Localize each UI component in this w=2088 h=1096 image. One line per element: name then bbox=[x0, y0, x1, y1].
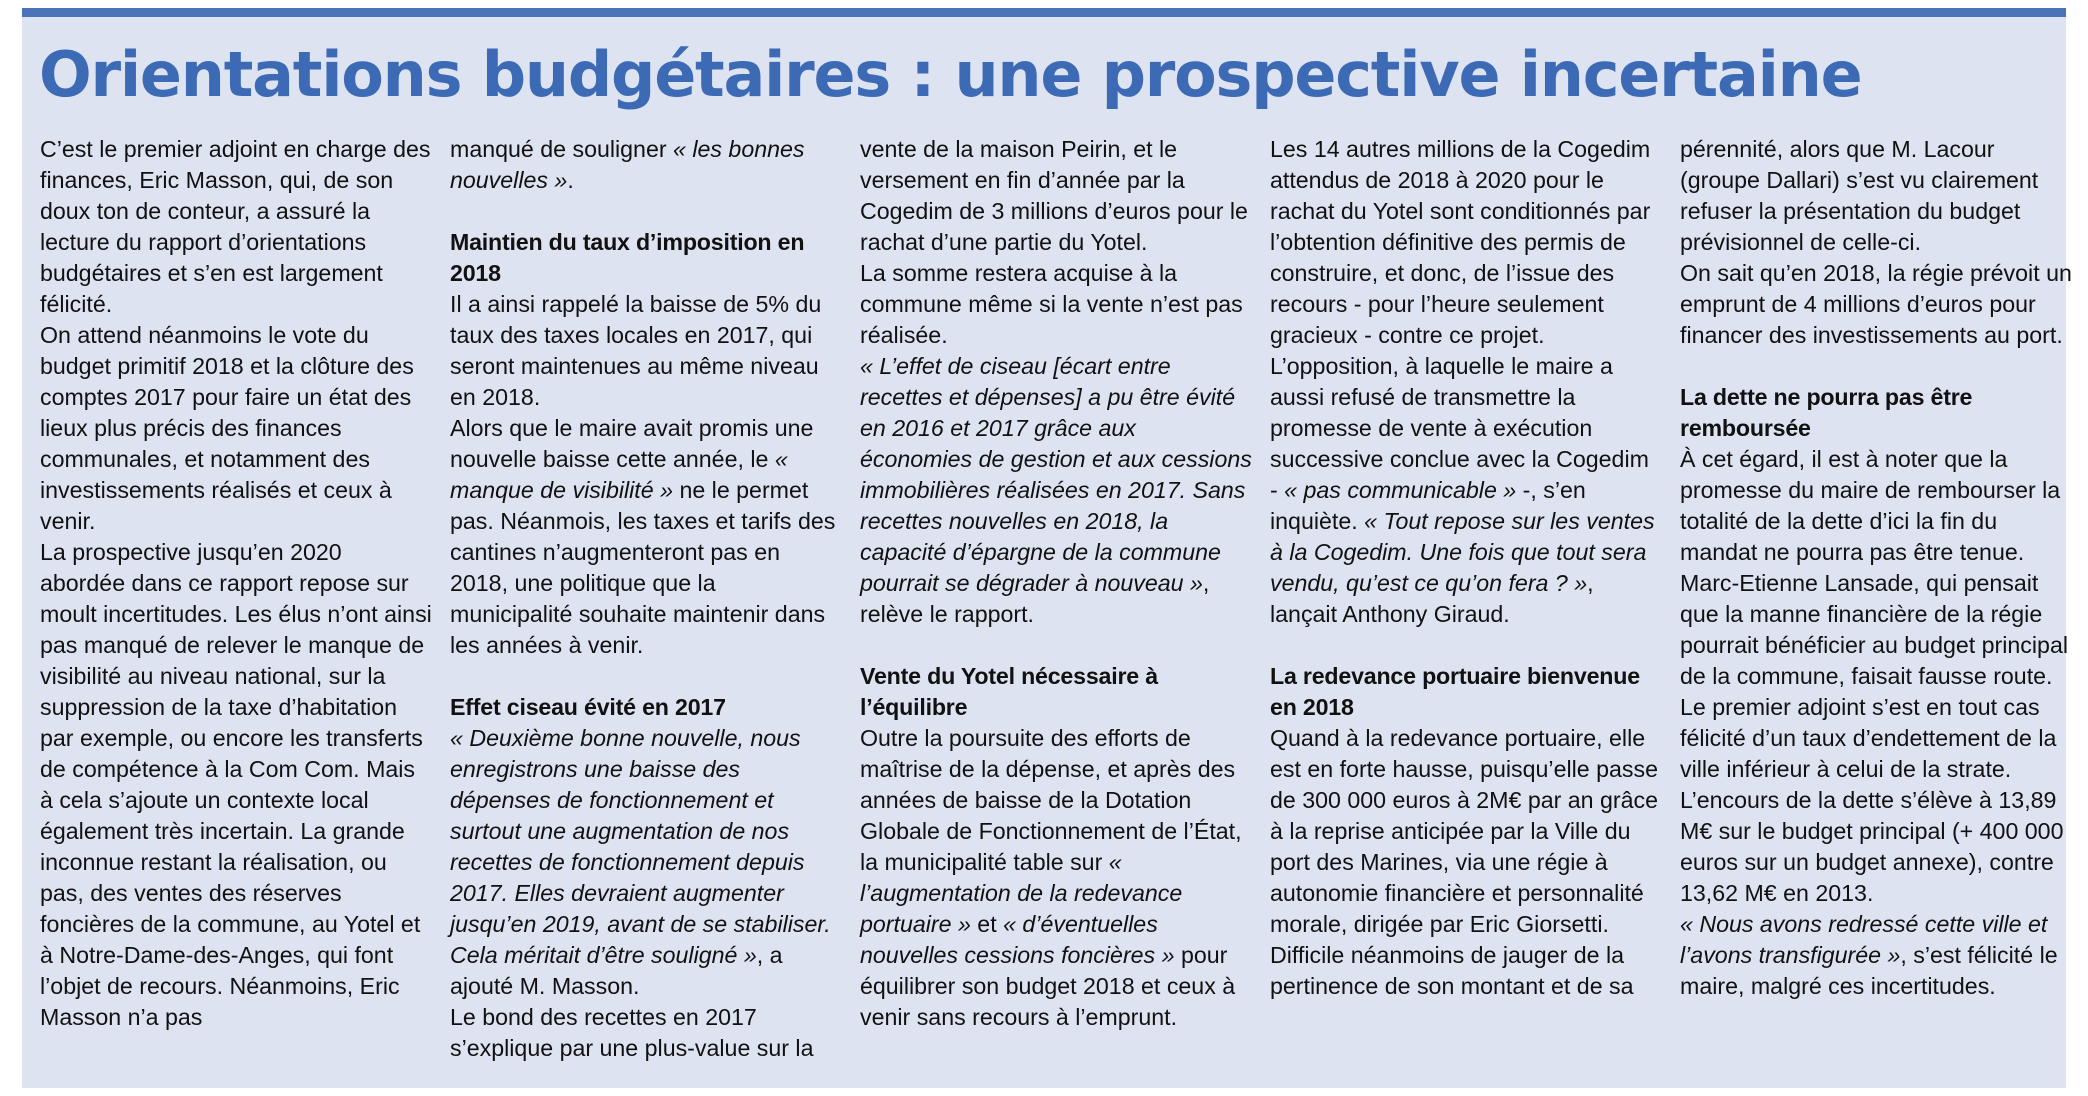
paragraph: À cet égard, il est à noter que la prome… bbox=[1680, 444, 2072, 692]
paragraph: La prospective jusqu’en 2020 abordée dan… bbox=[40, 537, 432, 1033]
body-text: L’opposition, à laquelle le maire a auss… bbox=[1270, 353, 1649, 503]
body-text: pérennité, alors que M. Lacour (groupe D… bbox=[1680, 136, 2039, 255]
paragraph: Difficile néanmoins de jauger de la pert… bbox=[1270, 940, 1662, 1002]
body-text: manqué de souligner bbox=[450, 136, 674, 162]
body-text: On attend néanmoins le vote du budget pr… bbox=[40, 322, 414, 534]
article: Orientations budgétaires : une prospecti… bbox=[22, 8, 2072, 1088]
body-text: Le premier adjoint s’est en tout cas fél… bbox=[1680, 694, 2064, 906]
subheading: Vente du Yotel nécessaire à l’équilibre bbox=[860, 663, 1158, 720]
paragraph: « Deuxième bonne nouvelle, nous enregist… bbox=[450, 723, 842, 1002]
body-text: À cet égard, il est à noter que la prome… bbox=[1680, 446, 2068, 689]
body-text: La prospective jusqu’en 2020 abordée dan… bbox=[40, 539, 432, 1030]
column-2: manqué de souligner « les bonnes nouvell… bbox=[450, 134, 842, 1064]
headline: Orientations budgétaires : une prospecti… bbox=[39, 38, 1863, 111]
body-text: vente de la maison Peirin, et le verseme… bbox=[860, 136, 1248, 255]
paragraph: On sait qu’en 2018, la régie prévoit un … bbox=[1680, 258, 2072, 351]
quote-text: « d’éventuelles nouvelles cessions fonci… bbox=[860, 911, 1175, 968]
paragraph: C’est le premier adjoint en charge des f… bbox=[40, 134, 432, 320]
paragraph: Outre la poursuite des efforts de maîtri… bbox=[860, 723, 1252, 1033]
body-text: et bbox=[970, 911, 1004, 937]
body-text: Outre la poursuite des efforts de maîtri… bbox=[860, 725, 1242, 875]
body-text: , s’est félicité le maire, malgré ces in… bbox=[1680, 942, 2058, 999]
paragraph: manqué de souligner « les bonnes nouvell… bbox=[450, 134, 842, 196]
column-4: Les 14 autres millions de la Cogedim att… bbox=[1270, 134, 1662, 1002]
body-text: C’est le premier adjoint en charge des f… bbox=[40, 136, 431, 317]
body-text: Difficile néanmoins de jauger de la pert… bbox=[1270, 942, 1634, 999]
quote-text: « L’effet de ciseau [écart entre recette… bbox=[860, 353, 1252, 596]
body-text: Il a ainsi rappelé la baisse de 5% du ta… bbox=[450, 291, 822, 410]
paragraph: Le premier adjoint s’est en tout cas fél… bbox=[1680, 692, 2072, 909]
quote-text: « Deuxième bonne nouvelle, nous enregist… bbox=[450, 725, 831, 968]
column-3: vente de la maison Peirin, et le verseme… bbox=[860, 134, 1252, 1033]
quote-text: « les bonnes nouvelles » bbox=[450, 136, 805, 193]
body-text: , a ajouté M. Masson. bbox=[450, 942, 783, 999]
body-text: -, s’en inquiète. bbox=[1270, 477, 1586, 534]
quote-text: « manque de visibilité » bbox=[450, 446, 788, 503]
top-rule bbox=[22, 8, 2066, 17]
paragraph: Les 14 autres millions de la Cogedim att… bbox=[1270, 134, 1662, 351]
body-text: Alors que le maire avait promis une nouv… bbox=[450, 415, 814, 472]
body-text: , relève le rapport. bbox=[860, 570, 1210, 627]
quote-text: « pas communicable » bbox=[1284, 477, 1517, 503]
quote-text: « Nous avons redressé cette ville et l’a… bbox=[1680, 911, 2048, 968]
column-5: pérennité, alors que M. Lacour (groupe D… bbox=[1680, 134, 2072, 1002]
paragraph: « L’effet de ciseau [écart entre recette… bbox=[860, 351, 1252, 630]
body-text: . bbox=[567, 167, 574, 193]
paragraph: « Nous avons redressé cette ville et l’a… bbox=[1680, 909, 2072, 1002]
column-1: C’est le premier adjoint en charge des f… bbox=[40, 134, 432, 1033]
paragraph: Il a ainsi rappelé la baisse de 5% du ta… bbox=[450, 289, 842, 413]
subheading: Effet ciseau évité en 2017 bbox=[450, 694, 726, 720]
body-text: Quand à la redevance portuaire, elle est… bbox=[1270, 725, 1659, 937]
body-text: , lançait Anthony Giraud. bbox=[1270, 570, 1594, 627]
paragraph: vente de la maison Peirin, et le verseme… bbox=[860, 134, 1252, 258]
paragraph: Le bond des recettes en 2017 s’explique … bbox=[450, 1002, 842, 1064]
body-text: Les 14 autres millions de la Cogedim att… bbox=[1270, 136, 1651, 348]
body-text: La somme restera acquise à la commune mê… bbox=[860, 260, 1243, 348]
quote-text: « Tout repose sur les ventes à la Cogedi… bbox=[1270, 508, 1655, 596]
body-text: Le bond des recettes en 2017 s’explique … bbox=[450, 1004, 814, 1061]
paragraph: On attend néanmoins le vote du budget pr… bbox=[40, 320, 432, 537]
subheading: La redevance portuaire bienvenue en 2018 bbox=[1270, 663, 1640, 720]
body-text: pour équilibrer son budget 2018 et ceux … bbox=[860, 942, 1236, 1030]
body-text: On sait qu’en 2018, la régie prévoit un … bbox=[1680, 260, 2072, 348]
paragraph: pérennité, alors que M. Lacour (groupe D… bbox=[1680, 134, 2072, 258]
body-text: ne le permet pas. Néanmois, les taxes et… bbox=[450, 477, 836, 658]
subheading: Maintien du taux d’imposition en 2018 bbox=[450, 229, 805, 286]
paragraph: L’opposition, à laquelle le maire a auss… bbox=[1270, 351, 1662, 630]
subheading: La dette ne pourra pas être remboursée bbox=[1680, 384, 1973, 441]
quote-text: « l’augmentation de la redevance portuai… bbox=[860, 849, 1183, 937]
paragraph: La somme restera acquise à la commune mê… bbox=[860, 258, 1252, 351]
paragraph: Quand à la redevance portuaire, elle est… bbox=[1270, 723, 1662, 940]
paragraph: Alors que le maire avait promis une nouv… bbox=[450, 413, 842, 661]
